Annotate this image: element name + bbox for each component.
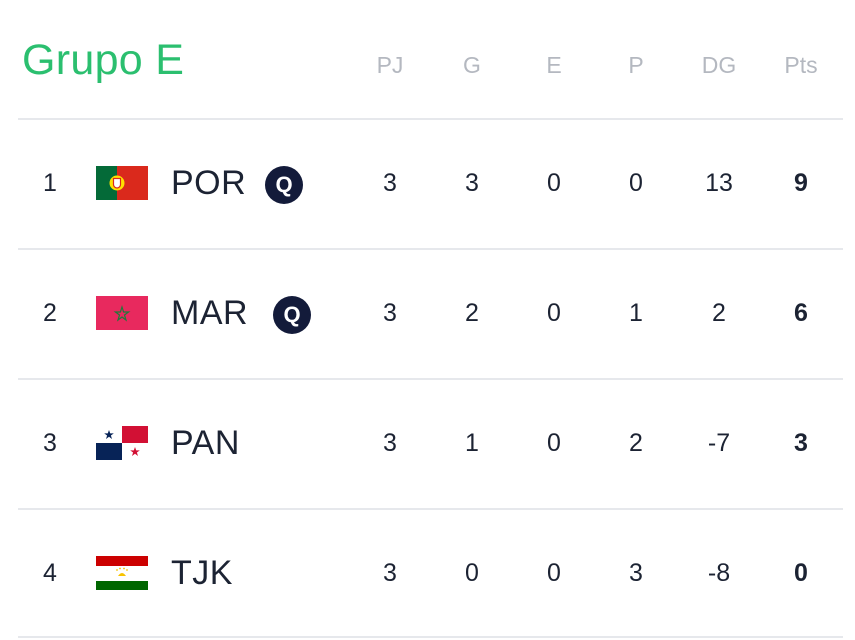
lost-value: 0	[629, 169, 643, 197]
won-value: 3	[465, 169, 479, 197]
group-title: Grupo E	[22, 36, 185, 84]
portugal-flag-icon	[96, 166, 148, 200]
drawn-value: 0	[547, 559, 561, 587]
standings-header: Grupo E PJ G E P DG Pts	[0, 0, 855, 120]
team-name[interactable]: PAN	[171, 424, 240, 462]
table-row[interactable]: 1 POR Q 3 3 0 0 13 9	[0, 120, 855, 248]
divider	[18, 508, 843, 510]
played-value: 3	[383, 299, 397, 327]
drawn-value: 0	[547, 169, 561, 197]
goal-difference-value: 13	[705, 169, 733, 197]
lost-value: 1	[629, 299, 643, 327]
won-value: 2	[465, 299, 479, 327]
table-row[interactable]: 4 TJK 3 0 0 3 -8 0	[0, 510, 855, 638]
points-value: 3	[794, 429, 808, 457]
divider	[18, 636, 843, 638]
played-value: 3	[383, 429, 397, 457]
drawn-value: 0	[547, 429, 561, 457]
points-value: 0	[794, 559, 808, 587]
played-value: 3	[383, 559, 397, 587]
goal-difference-value: -8	[707, 559, 731, 587]
panama-flag-icon	[96, 426, 148, 460]
played-value: 3	[383, 169, 397, 197]
team-name[interactable]: POR	[171, 164, 247, 202]
table-row[interactable]: 3 PAN 3 1 0 2 -7 3	[0, 380, 855, 508]
team-name[interactable]: TJK	[171, 554, 233, 592]
table-row[interactable]: 2 MAR Q 3 2 0 1 2 6	[0, 250, 855, 378]
position-number: 4	[43, 559, 57, 587]
column-header-g: G	[463, 52, 481, 78]
points-value: 9	[794, 169, 808, 197]
column-header-e: E	[546, 52, 562, 78]
divider	[18, 248, 843, 250]
won-value: 0	[465, 559, 479, 587]
goal-difference-value: 2	[712, 299, 726, 327]
lost-value: 3	[629, 559, 643, 587]
drawn-value: 0	[547, 299, 561, 327]
lost-value: 2	[629, 429, 643, 457]
qualified-badge: Q	[273, 296, 311, 334]
position-number: 1	[43, 169, 57, 197]
morocco-flag-icon	[96, 296, 148, 330]
column-header-pts: Pts	[784, 52, 818, 78]
divider	[18, 118, 843, 120]
column-header-dg: DG	[701, 52, 737, 78]
column-header-pj: PJ	[376, 52, 404, 78]
divider	[18, 378, 843, 380]
won-value: 1	[465, 429, 479, 457]
qualified-badge: Q	[265, 166, 303, 204]
goal-difference-value: -7	[707, 429, 731, 457]
position-number: 3	[43, 429, 57, 457]
column-header-p: P	[628, 52, 644, 78]
team-name[interactable]: MAR	[171, 294, 249, 332]
position-number: 2	[43, 299, 57, 327]
tajikistan-flag-icon	[96, 556, 148, 590]
points-value: 6	[794, 299, 808, 327]
